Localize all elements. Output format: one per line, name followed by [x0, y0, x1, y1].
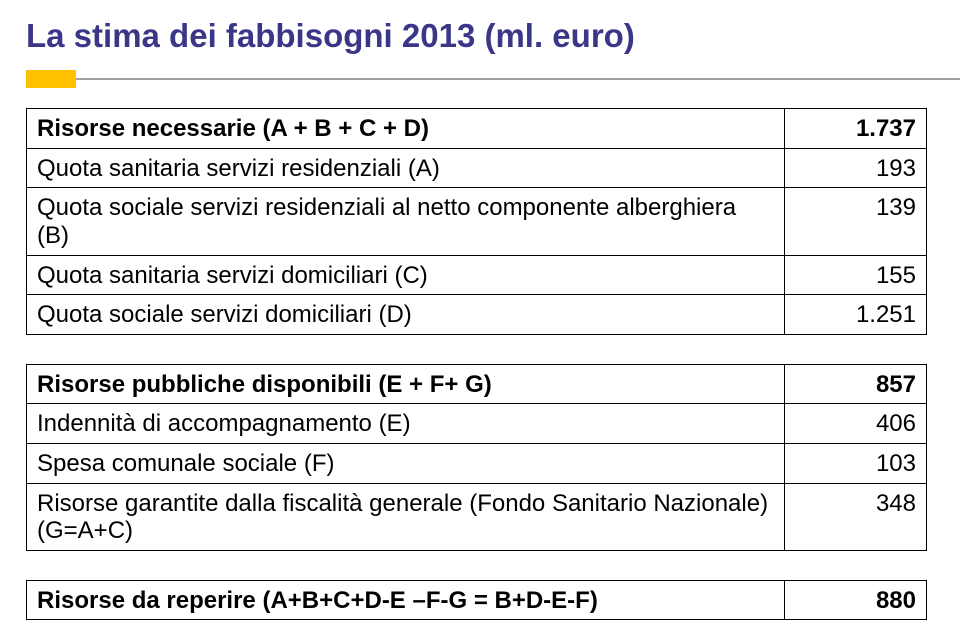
row-value: 348: [785, 483, 927, 550]
table-row: Quota sociale servizi domiciliari (D) 1.…: [27, 295, 927, 335]
table-gap: [27, 550, 927, 580]
row-label: Risorse pubbliche disponibili (E + F+ G): [27, 364, 785, 404]
row-label: Risorse da reperire (A+B+C+D-E –F-G = B+…: [27, 580, 785, 620]
table-body: Risorse necessarie (A + B + C + D) 1.737…: [27, 109, 927, 620]
accent-rect: [26, 70, 76, 88]
slide: La stima dei fabbisogni 2013 (ml. euro) …: [0, 0, 960, 641]
table-row: Quota sanitaria servizi domiciliari (C) …: [27, 255, 927, 295]
row-label: Spesa comunale sociale (F): [27, 444, 785, 484]
row-value: 1.737: [785, 109, 927, 149]
row-value: 139: [785, 188, 927, 255]
row-value: 1.251: [785, 295, 927, 335]
row-label: Quota sociale servizi domiciliari (D): [27, 295, 785, 335]
accent-line: [26, 78, 960, 80]
table-row: Indennità di accompagnamento (E) 406: [27, 404, 927, 444]
page-title: La stima dei fabbisogni 2013 (ml. euro): [26, 18, 635, 54]
title-row: La stima dei fabbisogni 2013 (ml. euro): [26, 18, 934, 54]
row-value: 193: [785, 148, 927, 188]
table-row: Risorse da reperire (A+B+C+D-E –F-G = B+…: [27, 580, 927, 620]
row-label: Risorse necessarie (A + B + C + D): [27, 109, 785, 149]
table-row: Risorse garantite dalla fiscalità genera…: [27, 483, 927, 550]
table-row: Risorse necessarie (A + B + C + D) 1.737: [27, 109, 927, 149]
accent-bar: [26, 70, 934, 90]
row-value: 155: [785, 255, 927, 295]
table-row: Quota sociale servizi residenziali al ne…: [27, 188, 927, 255]
table-row: Spesa comunale sociale (F) 103: [27, 444, 927, 484]
row-value: 406: [785, 404, 927, 444]
row-label: Quota sanitaria servizi domiciliari (C): [27, 255, 785, 295]
content: Risorse necessarie (A + B + C + D) 1.737…: [26, 108, 926, 620]
table-row: Quota sanitaria servizi residenziali (A)…: [27, 148, 927, 188]
row-value: 103: [785, 444, 927, 484]
row-label: Indennità di accompagnamento (E): [27, 404, 785, 444]
table-gap: [27, 334, 927, 364]
row-label: Quota sanitaria servizi residenziali (A): [27, 148, 785, 188]
row-label: Risorse garantite dalla fiscalità genera…: [27, 483, 785, 550]
row-value: 880: [785, 580, 927, 620]
table-row: Risorse pubbliche disponibili (E + F+ G)…: [27, 364, 927, 404]
row-label: Quota sociale servizi residenziali al ne…: [27, 188, 785, 255]
row-value: 857: [785, 364, 927, 404]
data-table: Risorse necessarie (A + B + C + D) 1.737…: [26, 108, 927, 620]
